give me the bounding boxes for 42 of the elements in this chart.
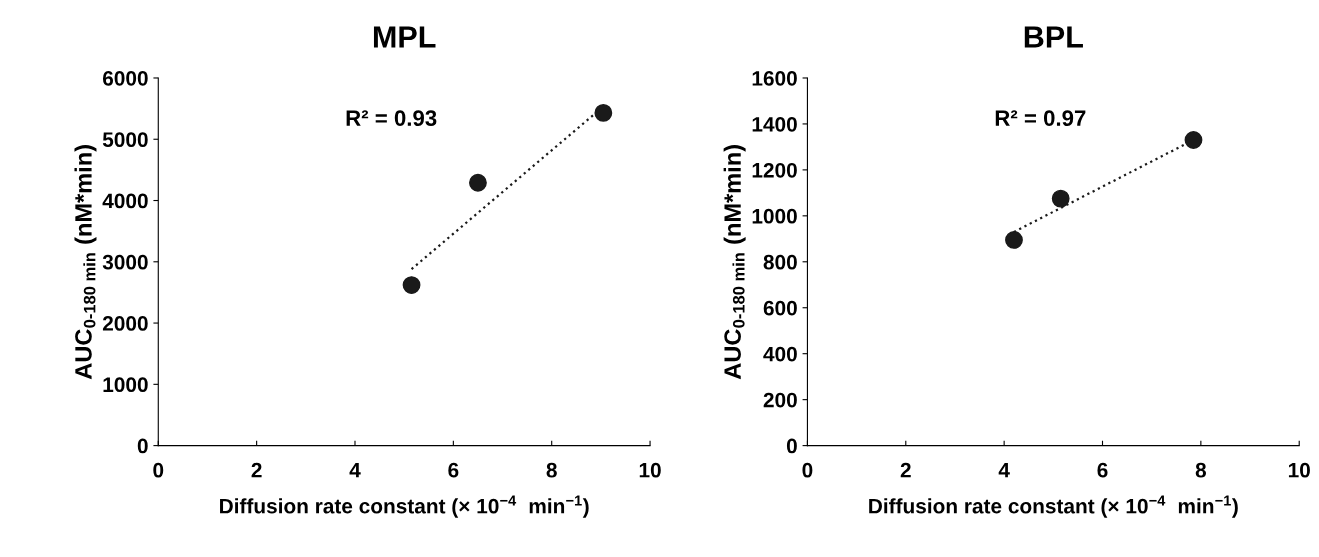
y-tick-label: 0 (137, 438, 148, 454)
x-tick-label: 4 (349, 463, 361, 478)
point (1051, 189, 1070, 208)
y-tick-label: 6000 (102, 70, 148, 86)
x-tick-label: 10 (1288, 462, 1310, 478)
x-tick-label: 4 (998, 463, 1010, 478)
x-tick-label: 6 (448, 462, 459, 478)
point (1005, 231, 1023, 249)
y-tick-label: 200 (763, 392, 797, 408)
y-tick-label: 400 (763, 346, 797, 362)
y-tick-label: 5000 (102, 132, 148, 147)
x-axis-title: Diffusion rate constant (× 10$^{−4}$ min$^{−1}$) (869, 495, 1238, 518)
annotation: R² = 0.97 (995, 110, 1086, 126)
x-tick-label: 8 (1195, 462, 1207, 478)
y-axis-title: AUC$_{0-180 min}$ (nM*min) (723, 145, 746, 380)
annotation: R² = 0.93 (346, 110, 437, 127)
y-tick-label: 600 (763, 300, 797, 316)
y-axis-title: AUC$_{0-180 min}$ (nM*min) (74, 145, 97, 380)
y-tick-label: 2000 (102, 316, 148, 331)
y-tick-label: 1000 (752, 208, 797, 224)
x-tick-label: 8 (546, 462, 557, 478)
y-tick-label: 3000 (102, 254, 148, 270)
y-tick-label: 0 (786, 438, 797, 454)
y-tick-label: 1200 (752, 162, 797, 178)
x-tick-label: 0 (802, 462, 813, 478)
point (402, 276, 421, 294)
y-tick-label: 4000 (102, 193, 148, 209)
y-tick-label: 1400 (752, 116, 797, 132)
x-tick-label: 0 (153, 462, 164, 478)
point (469, 173, 487, 192)
y-tick-label: 1600 (752, 70, 797, 86)
point (594, 103, 613, 122)
y-tick-label: 800 (763, 254, 797, 270)
x-tick-label: 6 (1097, 462, 1108, 478)
chart-title: MPL (373, 26, 436, 48)
x-tick-label: 10 (639, 462, 661, 478)
chart-title: BPL (1024, 26, 1083, 48)
x-tick-label: 2 (900, 462, 911, 478)
x-tick-label: 2 (251, 462, 262, 478)
point (1184, 131, 1203, 149)
x-axis-title: Diffusion rate constant (× 10$^{−4}$ min$^{−1}$) (220, 495, 589, 518)
y-tick-label: 1000 (103, 377, 148, 393)
